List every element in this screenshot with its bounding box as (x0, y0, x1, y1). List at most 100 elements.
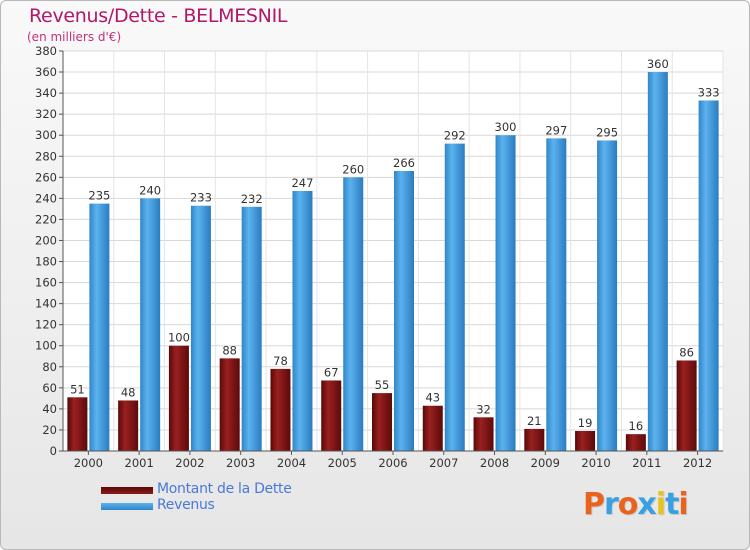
bar-revenus (495, 135, 516, 452)
bar-dette (473, 417, 494, 451)
bar-dette (625, 434, 646, 451)
logo-letter: o (617, 487, 639, 522)
logo-letter: i (678, 487, 688, 522)
bar-dette (219, 358, 240, 451)
bar-dette (168, 345, 189, 451)
y-tick-label: 200 (35, 233, 57, 247)
y-tick-label: 280 (35, 149, 57, 163)
legend-swatch-dette (101, 487, 153, 494)
data-label-revenus: 360 (647, 57, 669, 71)
data-label-revenus: 240 (139, 183, 161, 197)
bar-revenus (597, 140, 618, 451)
legend-label-dette: Montant de la Dette (157, 481, 292, 497)
data-label-dette: 19 (578, 416, 593, 430)
chart-title: Revenus/Dette - BELMESNIL (29, 5, 288, 27)
y-tick-label: 300 (35, 128, 57, 142)
data-label-dette: 88 (222, 343, 237, 357)
bar-dette (524, 428, 545, 451)
data-label-dette: 67 (324, 365, 339, 379)
legend-swatch-revenus (101, 503, 153, 510)
bar-dette (321, 380, 342, 451)
data-label-dette: 100 (168, 331, 190, 345)
data-label-revenus: 292 (444, 129, 466, 143)
x-tick-label: 2007 (429, 456, 458, 470)
y-tick-label: 240 (35, 191, 57, 205)
data-label-dette: 78 (273, 354, 288, 368)
y-tick-label: 220 (35, 212, 57, 226)
y-tick-label: 20 (42, 423, 57, 437)
bar-dette (270, 368, 291, 451)
y-tick-label: 80 (42, 360, 57, 374)
y-tick-label: 40 (42, 402, 57, 416)
data-label-revenus: 235 (88, 189, 110, 203)
logo-letter: x (637, 487, 656, 522)
bar-revenus (444, 143, 465, 451)
data-label-revenus: 295 (596, 125, 618, 139)
x-tick-label: 2009 (531, 456, 560, 470)
logo-letter: P (583, 487, 605, 522)
x-tick-label: 2005 (328, 456, 357, 470)
data-label-dette: 21 (527, 414, 542, 428)
x-tick-label: 2000 (74, 456, 103, 470)
bar-revenus (140, 198, 161, 451)
plot-area (63, 51, 723, 451)
bar-dette (67, 397, 88, 451)
y-tick-label: 100 (35, 339, 57, 353)
x-tick-label: 2002 (175, 456, 204, 470)
bar-revenus (647, 72, 668, 451)
data-label-revenus: 247 (291, 176, 313, 190)
y-tick-label: 320 (35, 107, 57, 121)
x-tick-label: 2003 (226, 456, 255, 470)
bar-revenus (241, 206, 262, 451)
data-label-dette: 32 (476, 402, 491, 416)
bar-dette (372, 393, 392, 451)
bar-dette (575, 431, 596, 451)
x-tick-label: 2001 (125, 456, 154, 470)
data-label-dette: 55 (375, 378, 390, 392)
data-label-dette: 16 (629, 419, 644, 433)
bar-dette (676, 360, 697, 451)
data-label-revenus: 266 (393, 156, 415, 170)
y-tick-label: 180 (35, 255, 57, 269)
y-tick-label: 380 (35, 44, 57, 58)
chart-subtitle: (en milliers d'€) (27, 30, 122, 44)
bar-revenus (89, 203, 110, 451)
y-tick-label: 160 (35, 276, 57, 290)
x-tick-label: 2011 (632, 456, 661, 470)
data-label-revenus: 233 (190, 191, 212, 205)
bar-dette (118, 400, 139, 451)
data-label-dette: 43 (425, 391, 440, 405)
bar-revenus (394, 171, 414, 451)
x-tick-label: 2004 (277, 456, 306, 470)
x-tick-label: 2010 (581, 456, 610, 470)
logo-letter: r (604, 487, 619, 522)
data-label-dette: 48 (121, 385, 136, 399)
bar-dette (422, 405, 443, 451)
bar-revenus (292, 191, 313, 451)
y-tick-label: 0 (50, 444, 57, 458)
y-tick-label: 60 (42, 381, 57, 395)
y-tick-label: 260 (35, 170, 57, 184)
y-tick-label: 340 (35, 86, 57, 100)
legend-label-revenus: Revenus (157, 497, 215, 513)
logo-letter: t (665, 487, 679, 522)
bar-revenus (698, 100, 719, 451)
data-label-dette: 51 (70, 382, 85, 396)
proxiti-logo: Proxiti (583, 487, 689, 522)
x-tick-label: 2006 (378, 456, 407, 470)
y-tick-label: 360 (35, 65, 57, 79)
bar-revenus (546, 138, 567, 452)
x-tick-label: 2012 (683, 456, 712, 470)
y-tick-label: 120 (35, 318, 57, 332)
bar-revenus (343, 177, 364, 451)
data-label-revenus: 333 (698, 85, 720, 99)
x-tick-label: 2008 (480, 456, 509, 470)
data-label-revenus: 300 (495, 120, 517, 134)
bar-revenus (190, 205, 211, 451)
data-label-revenus: 297 (545, 123, 567, 137)
y-tick-label: 140 (35, 297, 57, 311)
logo-letter: i (655, 487, 666, 522)
data-label-revenus: 260 (342, 162, 364, 176)
